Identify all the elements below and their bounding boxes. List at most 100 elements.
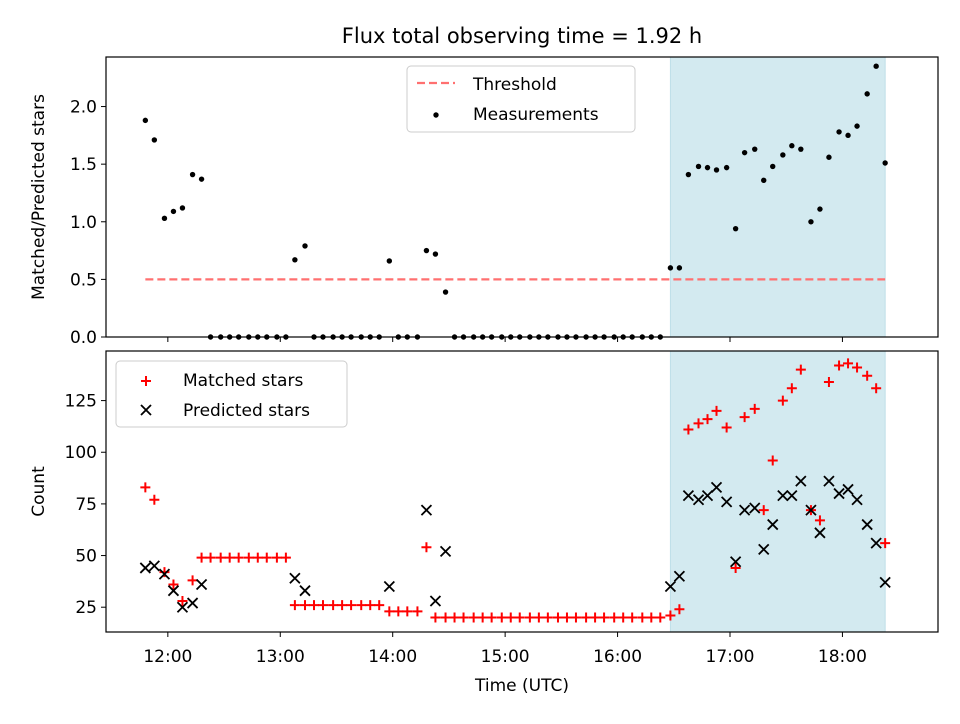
matched-star-point xyxy=(261,552,272,563)
measurement-point xyxy=(836,129,842,135)
matched-star-point xyxy=(749,403,760,414)
measurement-point xyxy=(864,91,870,97)
observing-window-shade xyxy=(669,56,886,338)
legend-box xyxy=(406,65,636,133)
measurement-point xyxy=(817,206,823,212)
matched-star-point xyxy=(758,505,769,516)
predicted-star-point xyxy=(158,568,171,580)
y-tick-label: 0.5 xyxy=(70,270,97,290)
matched-star-point xyxy=(627,612,638,623)
x-tick-label: 16:00 xyxy=(593,647,642,667)
predicted-star-point xyxy=(299,585,311,597)
predicted-star-point xyxy=(195,578,208,591)
legend-predicted-label: Predicted stars xyxy=(183,401,310,421)
predicted-star-point xyxy=(139,562,151,574)
matched-star-point xyxy=(233,552,244,563)
y-tick-label: 1.5 xyxy=(70,155,97,175)
predicted-star-point xyxy=(738,504,751,516)
measurement-point xyxy=(432,251,439,257)
matched-star-point xyxy=(140,482,151,493)
x-axis-label: Time (UTC) xyxy=(474,676,569,696)
predicted-star-point xyxy=(729,556,742,568)
matched-star-point xyxy=(646,612,657,623)
matched-star-point xyxy=(449,612,460,623)
matched-star-point xyxy=(852,362,863,373)
x-tick-label: 12:00 xyxy=(143,647,192,667)
matched-star-point xyxy=(224,552,235,563)
matched-star-point xyxy=(159,567,170,578)
measurement-point xyxy=(761,177,767,183)
measurement-point xyxy=(170,208,177,215)
matched-star-point xyxy=(843,358,854,369)
predicted-star-point xyxy=(176,601,189,613)
measurement-point xyxy=(386,258,393,264)
legend-measurements-label: Measurements xyxy=(473,105,599,125)
predicted-star-point xyxy=(439,545,452,558)
y-tick-label: 25 xyxy=(75,598,97,618)
matched-star-point xyxy=(365,600,376,611)
matched-star-point xyxy=(430,612,441,623)
matched-star-point xyxy=(674,604,685,615)
measurement-point xyxy=(198,176,205,182)
measurement-point xyxy=(732,225,739,232)
predicted-star-point xyxy=(186,597,199,609)
predicted-star-point xyxy=(749,502,761,514)
axes-frame xyxy=(105,350,939,633)
legend-box xyxy=(115,360,348,428)
matched-star-point xyxy=(205,552,216,563)
predicted-star-point xyxy=(758,543,770,555)
legend-threshold-label: Threshold xyxy=(472,75,557,95)
matched-star-point xyxy=(655,612,666,623)
measurement-point xyxy=(713,167,720,173)
predicted-star-point xyxy=(429,595,442,607)
matched-star-point xyxy=(149,494,160,505)
matched-star-point xyxy=(468,612,479,623)
measurement-point xyxy=(741,149,748,156)
legend-matched-label: Matched stars xyxy=(183,371,303,391)
predicted-star-point xyxy=(861,518,873,531)
matched-star-point xyxy=(421,542,432,553)
matched-star-point xyxy=(721,422,732,433)
matched-star-point xyxy=(168,579,179,590)
matched-star-point xyxy=(196,552,207,563)
measurement-point xyxy=(151,137,158,143)
y-tick-label: 50 xyxy=(75,547,97,567)
measurement-point xyxy=(667,265,674,271)
x-tick-label: 14:00 xyxy=(368,647,417,667)
axes-frame xyxy=(105,56,939,338)
matched-star-point xyxy=(393,606,404,617)
measurement-point xyxy=(704,164,711,171)
predicted-star-point xyxy=(673,570,686,582)
predicted-star-point xyxy=(786,489,798,502)
measurement-point xyxy=(189,171,196,178)
predicted-star-point xyxy=(833,487,845,500)
predicted-star-point xyxy=(664,580,677,593)
measurement-point xyxy=(676,265,683,271)
matched-star-point xyxy=(702,414,713,425)
matched-star-point xyxy=(514,612,525,623)
matched-star-point xyxy=(542,612,553,623)
predicted-star-point xyxy=(767,518,779,531)
y-tick-label: 1.0 xyxy=(70,213,97,233)
y-tick-label: 75 xyxy=(75,495,97,515)
matched-star-point xyxy=(862,370,873,381)
legend-predicted-swatch xyxy=(140,404,152,416)
matched-star-point xyxy=(823,376,834,387)
matched-star-point xyxy=(271,552,282,563)
matched-star-point xyxy=(309,600,319,611)
y-axis-label: Count xyxy=(29,466,49,517)
chart-title: Flux total observing time = 1.92 h xyxy=(342,24,702,48)
predicted-star-point xyxy=(148,560,160,572)
predicted-star-point xyxy=(814,527,826,539)
matched-star-point xyxy=(665,610,676,621)
matched-star-point xyxy=(834,360,845,371)
y-tick-label: 125 xyxy=(65,392,97,412)
matched-star-point xyxy=(609,612,620,623)
matched-star-point xyxy=(637,612,648,623)
matched-star-point xyxy=(458,612,469,623)
y-axis-label: Matched/Predicted stars xyxy=(29,94,49,300)
matched-star-point xyxy=(337,600,348,611)
predicted-star-point xyxy=(167,585,180,597)
measurement-point xyxy=(302,243,308,249)
